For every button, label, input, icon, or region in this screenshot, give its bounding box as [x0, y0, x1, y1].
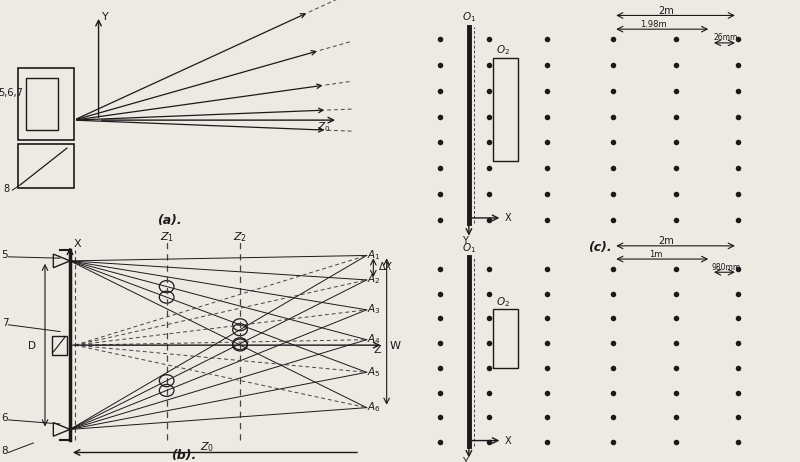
Bar: [26, 78, 58, 130]
Text: $A_1$: $A_1$: [366, 248, 380, 262]
Text: Y: Y: [462, 457, 468, 462]
Text: 2m: 2m: [658, 6, 674, 16]
Text: $O_2$: $O_2$: [495, 43, 510, 57]
Bar: [18, 144, 74, 188]
Text: $A_3$: $A_3$: [366, 303, 380, 316]
Bar: [494, 309, 518, 368]
Text: 7: 7: [2, 318, 8, 328]
Bar: [494, 58, 518, 161]
Text: 6: 6: [2, 413, 8, 423]
Text: $A_4$: $A_4$: [366, 333, 381, 346]
Text: Y: Y: [462, 236, 468, 246]
Text: $Z_2$: $Z_2$: [234, 231, 247, 244]
Text: 2m: 2m: [658, 236, 674, 246]
Text: $A_2$: $A_2$: [366, 273, 380, 286]
Text: $O_1$: $O_1$: [462, 11, 476, 24]
Text: X: X: [505, 213, 511, 223]
Text: X: X: [74, 239, 81, 249]
Text: (b).: (b).: [170, 449, 196, 462]
Text: Z: Z: [374, 345, 381, 355]
Text: 1m: 1m: [649, 250, 662, 259]
Text: $\Delta X$: $\Delta X$: [378, 261, 394, 273]
Text: 8: 8: [2, 446, 8, 456]
Text: $Z_0$: $Z_0$: [200, 440, 214, 454]
Text: Y: Y: [102, 12, 109, 22]
Text: 8: 8: [3, 184, 10, 194]
Bar: [52, 335, 66, 355]
Text: 5: 5: [2, 250, 8, 260]
Text: $O_1$: $O_1$: [462, 241, 476, 255]
Text: $A_6$: $A_6$: [366, 401, 381, 414]
Polygon shape: [54, 254, 70, 267]
Text: X: X: [505, 436, 511, 446]
Text: D: D: [28, 341, 36, 351]
Text: 1.98m: 1.98m: [640, 20, 666, 30]
Text: $Z_1$: $Z_1$: [160, 231, 174, 244]
Text: (a).: (a).: [157, 214, 182, 227]
Bar: [18, 68, 74, 140]
Text: $Z_0$: $Z_0$: [317, 120, 330, 134]
Polygon shape: [54, 423, 70, 436]
Text: 26mm: 26mm: [714, 34, 738, 43]
Text: $A_5$: $A_5$: [366, 365, 380, 379]
Text: 980mm: 980mm: [711, 263, 740, 272]
Text: 5,6,7: 5,6,7: [0, 88, 23, 98]
Text: (c).: (c).: [588, 241, 612, 254]
Text: W: W: [390, 341, 401, 351]
Text: $O_2$: $O_2$: [495, 295, 510, 309]
